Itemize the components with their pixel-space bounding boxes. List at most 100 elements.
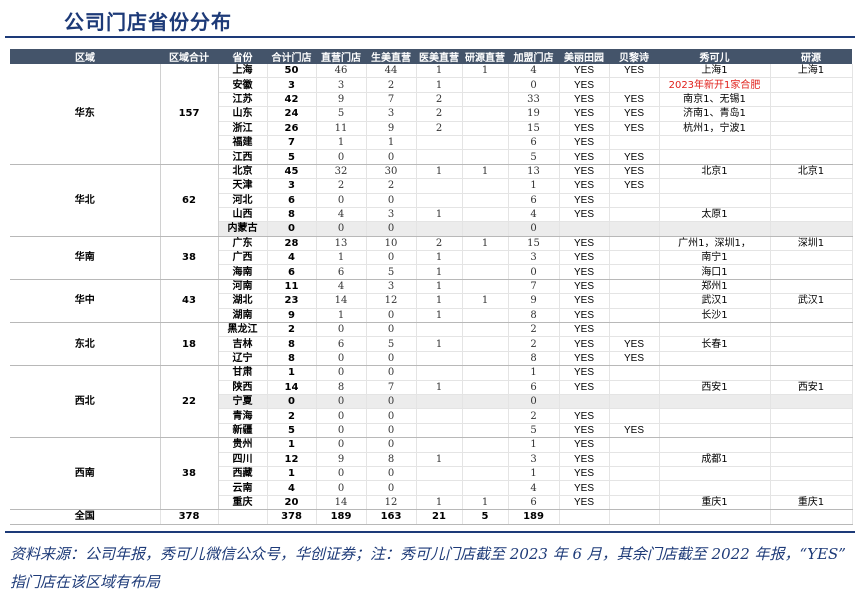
table-cell: 4	[508, 207, 560, 223]
table-cell: 重庆1	[659, 495, 771, 511]
region-total: 22	[160, 365, 219, 439]
table-cell: 8	[267, 207, 317, 223]
table-cell	[462, 351, 509, 367]
table-cell: YES	[559, 437, 610, 453]
table-cell	[416, 423, 463, 439]
table-cell	[659, 322, 771, 338]
table-cell	[770, 336, 853, 352]
region-total: 157	[160, 64, 219, 165]
table-row: 青海 2 0 0 2 YES	[10, 408, 853, 424]
table-row: 山西 8 4 3 1 4 YES 太原1	[10, 207, 853, 223]
table-cell: YES	[559, 236, 610, 252]
table-cell: 0	[366, 351, 417, 367]
table-cell: YES	[559, 92, 610, 108]
table-cell: 2	[416, 121, 463, 136]
table-cell	[609, 221, 660, 237]
table-cell: 深圳1	[770, 236, 853, 252]
table-cell	[559, 394, 610, 410]
table-row: 广西 4 1 0 1 3 YES 南宁1	[10, 250, 853, 266]
table-cell	[770, 193, 853, 208]
column-header: 省份	[218, 49, 267, 64]
table-cell: 4	[508, 64, 560, 79]
table-cell	[609, 322, 660, 338]
table-cell	[770, 121, 853, 136]
table-cell: 10	[366, 236, 417, 252]
table-row: 安徽 3 3 2 1 0 YES 2023年新开1家合肥	[10, 77, 853, 93]
table-cell	[462, 221, 509, 237]
table-cell: 12	[366, 495, 417, 511]
table-cell	[609, 394, 660, 410]
table-cell: 南京1、无锡1	[659, 92, 771, 108]
table-cell: 45	[267, 164, 317, 180]
table-cell: 28	[267, 236, 317, 252]
table-cell: 西安1	[770, 380, 853, 395]
table-cell	[462, 408, 509, 424]
table-cell: YES	[559, 336, 610, 352]
table-cell: 4	[316, 279, 367, 295]
table-cell: 7	[508, 279, 560, 295]
table-cell: 2	[416, 106, 463, 122]
table-cell: 0	[316, 394, 367, 410]
table-cell: 西安1	[659, 380, 771, 395]
table-cell: 1	[462, 164, 509, 180]
table-cell: 4	[316, 207, 367, 223]
table-cell: YES	[559, 193, 610, 208]
province-name: 宁夏	[218, 394, 268, 410]
table-cell: 1	[416, 293, 463, 309]
total-cell	[559, 509, 610, 525]
table-cell	[770, 452, 853, 467]
table-cell: 3	[508, 452, 560, 467]
table-cell	[416, 480, 463, 496]
table-cell	[462, 336, 509, 352]
table-cell: 1	[462, 495, 509, 511]
table-cell: 0	[366, 365, 417, 381]
region-name: 西南	[10, 437, 161, 511]
province-name: 吉林	[218, 336, 268, 352]
table-row: 内蒙古 0 0 0 0	[10, 221, 853, 237]
table-row: 云南 4 0 0 4 YES	[10, 480, 853, 496]
table-cell: 海口1	[659, 264, 771, 280]
province-name: 海南	[218, 264, 268, 280]
table-cell	[416, 322, 463, 338]
table-row: 江苏 42 9 7 2 33 YES YES 南京1、无锡1	[10, 92, 853, 108]
province-name: 山东	[218, 106, 268, 122]
table-cell: 1	[416, 495, 463, 511]
table-cell: YES	[559, 308, 610, 324]
table-cell: YES	[609, 64, 660, 79]
table-cell: 15	[508, 236, 560, 252]
table-cell	[770, 92, 853, 108]
table-cell: YES	[559, 293, 610, 309]
table-cell	[416, 135, 463, 151]
table-cell: 5	[366, 336, 417, 352]
table-cell: 0	[316, 423, 367, 439]
table-cell: 1	[462, 64, 509, 79]
table-row: 福建 7 1 1 6 YES	[10, 135, 853, 151]
table-cell	[609, 466, 660, 482]
region-name: 华东	[10, 64, 161, 165]
table-row: 重庆 20 14 12 1 1 6 YES 重庆1 重庆1	[10, 495, 853, 511]
table-cell: 8	[267, 351, 317, 367]
table-cell: 0	[267, 394, 317, 410]
province-name: 贵州	[218, 437, 268, 453]
region-total: 38	[160, 236, 219, 280]
table-cell	[462, 92, 509, 108]
province-name: 河南	[218, 279, 268, 295]
total-cell	[659, 509, 771, 525]
table-cell: YES	[559, 164, 610, 180]
table-cell	[416, 221, 463, 237]
table-cell	[462, 322, 509, 338]
table-cell	[609, 480, 660, 496]
table-cell: 0	[366, 221, 417, 237]
table-cell	[609, 495, 660, 511]
table-cell: YES	[559, 423, 610, 439]
table-cell: 9	[366, 121, 417, 136]
title-divider	[5, 36, 855, 38]
table-cell: 1	[416, 64, 463, 79]
table-row: 西北 22 甘肃 1 0 0 1 YES	[10, 365, 853, 439]
table-cell: 2	[316, 178, 367, 194]
table-cell: 0	[366, 423, 417, 439]
table-cell: 7	[366, 92, 417, 108]
province-name: 湖北	[218, 293, 268, 309]
table-cell: 0	[366, 480, 417, 496]
table-cell: 5	[508, 423, 560, 439]
